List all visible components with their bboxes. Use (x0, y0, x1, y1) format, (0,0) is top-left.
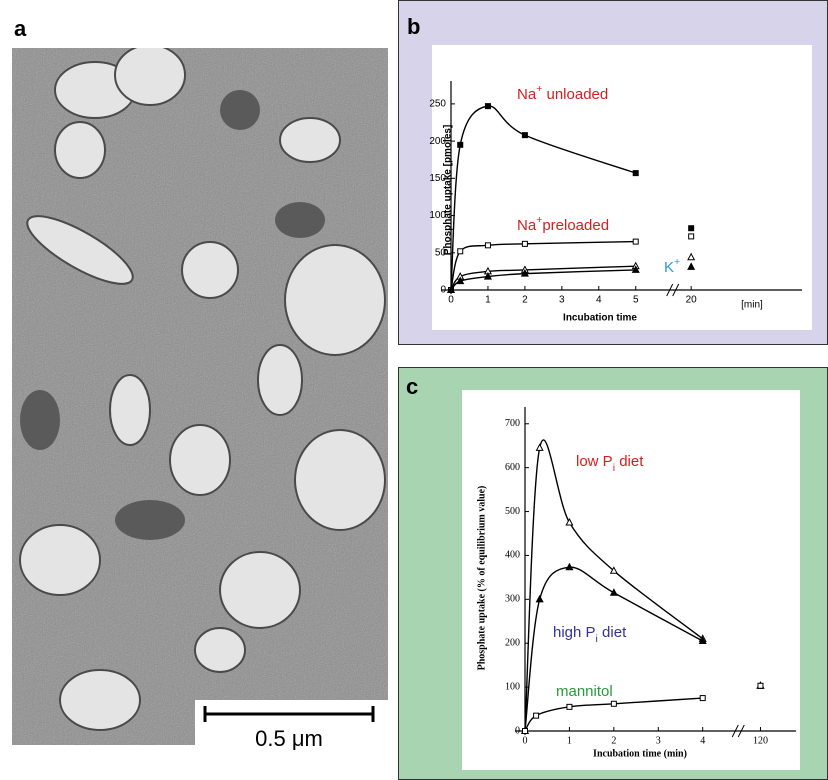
annotation-part: + (536, 214, 542, 226)
chart-panel: c 0 1 2 3 4 120 0 100 200 300 400 500 600 700 Phosphate… (398, 367, 828, 780)
data-point (522, 728, 528, 734)
axis-break (731, 724, 739, 738)
data-point (457, 141, 464, 148)
x-tick-label: 1 (567, 735, 572, 746)
data-point (698, 636, 707, 645)
data-point (535, 594, 544, 603)
y-tick-label: 0 (440, 285, 446, 296)
data-point (609, 588, 618, 596)
annotation: K+ (664, 256, 680, 276)
x-axis-label: Incubation time (min) (593, 748, 687, 759)
x-tick-label: 3 (656, 735, 661, 746)
annotation-part: K (664, 259, 674, 276)
data-point (566, 703, 573, 710)
data-point (484, 242, 491, 249)
x-tick-label: 5 (633, 295, 639, 306)
annotation-part: unloaded (542, 86, 608, 103)
annotation-part: Na (517, 86, 537, 103)
y-tick-label: 50 (435, 247, 447, 258)
annotation-part: + (674, 256, 680, 268)
annotation-part: i (596, 633, 598, 645)
data-point (483, 272, 492, 280)
x-tick-label: 3 (559, 295, 565, 306)
y-tick-label: 100 (505, 681, 520, 692)
y-tick-label: 0 (515, 725, 520, 736)
annotation: Na+ unloaded (517, 83, 608, 103)
annotation-part: low P (576, 453, 613, 470)
annotation: high Pi diet (553, 624, 627, 645)
x-tick-label: 4 (700, 735, 705, 746)
annotation-part: diet (615, 453, 644, 470)
y-tick-label: 400 (505, 550, 520, 561)
data-point (757, 682, 764, 689)
y-tick-label: 500 (505, 506, 520, 517)
axis-break (737, 724, 745, 738)
data-point (687, 262, 696, 270)
data-point (688, 233, 695, 240)
data-point (632, 238, 639, 245)
plot-background (462, 390, 800, 770)
data-point (521, 132, 528, 139)
panel-label: a (14, 16, 27, 41)
data-point (565, 562, 574, 571)
plot-background (432, 45, 812, 330)
data-point (688, 225, 695, 232)
y-tick-label: 200 (505, 638, 520, 649)
x-tick-label: 4 (596, 295, 602, 306)
x-unit: [min] (741, 300, 763, 311)
annotation: mannitol (556, 683, 613, 700)
annotation-part: high P (553, 624, 596, 641)
y-tick-label: 300 (505, 594, 520, 605)
data-point (631, 265, 640, 273)
x-tick-label: 1 (485, 295, 491, 306)
x-axis-label: Incubation time (563, 313, 637, 324)
x-tick-label: 2 (522, 295, 528, 306)
annotation-part: + (536, 83, 542, 95)
y-tick-label: 150 (429, 173, 446, 184)
data-point (446, 285, 456, 293)
y-tick-label: 200 (429, 136, 446, 147)
data-point (484, 103, 491, 110)
data-point (520, 269, 529, 277)
x-tick-label: 120 (753, 735, 768, 746)
data-point (632, 170, 639, 177)
data-point (609, 566, 618, 574)
y-tick-label: 700 (505, 418, 520, 429)
annotation-part: i (613, 462, 615, 474)
scale-label: 0.5 μm (255, 726, 323, 751)
y-axis-label: Phosphate uptake [pmoles] (443, 125, 454, 256)
x-tick-label: 0 (448, 295, 454, 306)
data-point (565, 517, 574, 526)
annotation-part: preloaded (542, 217, 609, 234)
data-point (521, 240, 528, 247)
annotation-part: mannitol (556, 683, 613, 700)
y-tick-label: 100 (429, 210, 446, 221)
data-point (456, 276, 465, 285)
x-tick-label: 20 (686, 295, 698, 306)
y-tick-label: 250 (429, 99, 446, 110)
axis-break (666, 283, 674, 297)
scale-box (195, 700, 388, 745)
annotation-part: Na (517, 217, 537, 234)
data-point (457, 248, 464, 255)
panel-label: b (407, 14, 420, 39)
x-tick-label: 0 (523, 735, 528, 746)
data-point (535, 443, 544, 451)
annotation: low Pi diet (576, 453, 644, 474)
data-point (610, 700, 617, 707)
micrograph (12, 48, 388, 745)
axis-break (672, 283, 680, 297)
data-point (699, 695, 706, 702)
panel-label: c (406, 374, 418, 399)
y-axis-label: Phosphate uptake (% of equilibrium value… (476, 486, 487, 671)
annotation: Na+preloaded (517, 214, 609, 234)
data-point (687, 252, 696, 261)
y-tick-label: 600 (505, 462, 520, 473)
x-tick-label: 2 (611, 735, 616, 746)
annotation-part: diet (598, 624, 627, 641)
data-point (533, 712, 540, 719)
